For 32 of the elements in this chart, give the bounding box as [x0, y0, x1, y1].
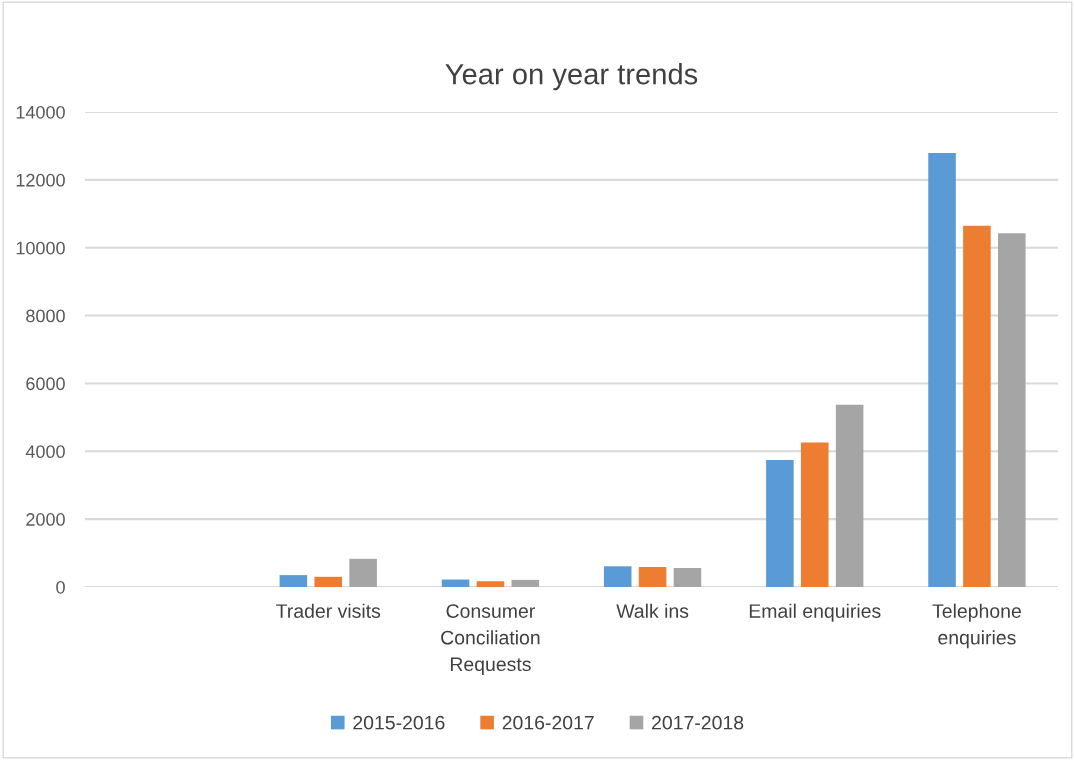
bar [800, 442, 829, 587]
y-tick-label: 6000 [26, 377, 65, 391]
y-tick-label: 4000 [25, 445, 65, 459]
bar [511, 579, 540, 587]
bar [638, 566, 667, 587]
bar [603, 566, 632, 587]
bar [476, 581, 505, 587]
y-tick-label: 0 [56, 580, 65, 594]
x-tick-label: Trader visits [276, 603, 381, 618]
bar [349, 558, 377, 587]
bar [441, 579, 470, 587]
y-tick-label: 2000 [26, 513, 65, 526]
legend-label: 2016-2017 [502, 715, 594, 730]
bar [928, 153, 956, 587]
bar [963, 225, 991, 587]
bar [673, 568, 702, 587]
y-tick-label: 10000 [16, 241, 65, 255]
chart-title: Year on year trends [445, 63, 698, 91]
bar [314, 576, 343, 587]
x-tick-label: Walk ins [616, 603, 689, 618]
legend-label: 2015-2016 [353, 715, 445, 730]
x-tick-label: Consumer Conciliation Requests [441, 604, 540, 675]
x-tick-label: Email enquiries [749, 603, 881, 622]
x-tick-label: Telephone enquiries [932, 603, 1021, 649]
bar [998, 233, 1026, 587]
y-tick-label: 12000 [16, 173, 65, 187]
bar [835, 404, 864, 587]
y-tick-label: 8000 [26, 309, 65, 323]
y-tick-label: 14000 [16, 105, 65, 119]
bar [766, 460, 794, 587]
legend-label: 2017-2018 [652, 715, 744, 730]
bar [279, 575, 308, 587]
